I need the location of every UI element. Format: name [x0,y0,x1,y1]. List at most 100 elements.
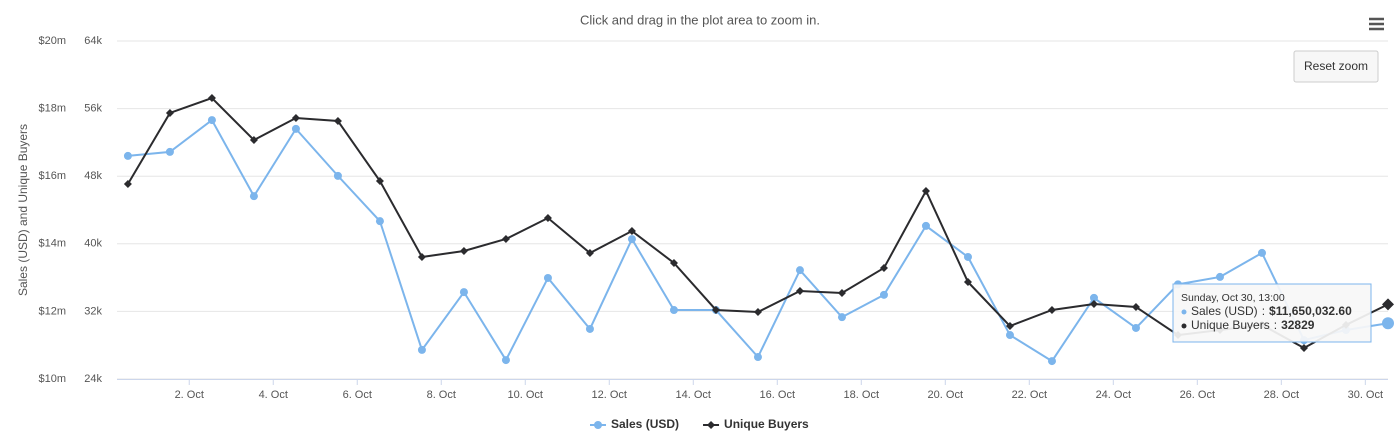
point [795,266,804,275]
y-tick-label: $10m [38,373,66,385]
y2-tick-label: 24k [84,373,102,385]
point [417,345,426,354]
point [921,186,930,195]
y2-tick-label: 40k [84,238,102,250]
tooltip-series: Unique Buyers [1191,318,1270,332]
tooltip-title: Sunday, Oct 30, 13:00 [1181,292,1285,304]
y-tick-label: $14m [38,238,66,250]
point [669,258,678,267]
y-tick-label: $18m [38,103,66,115]
x-tick-label: 4. Oct [259,389,288,401]
point [837,288,846,297]
point [1089,299,1098,308]
tooltip-bullet [1181,323,1187,329]
point [1131,303,1140,312]
point [585,324,594,333]
x-tick-label: 8. Oct [427,389,456,401]
legend-marker [707,421,716,429]
x-tick-label: 26. Oct [1180,389,1215,401]
x-tick-label: 24. Oct [1096,389,1131,401]
y2-tick-label: 56k [84,103,102,115]
point [669,306,678,315]
x-tick-label: 12. Oct [592,389,627,401]
tooltip-value: 32829 [1281,318,1315,332]
tooltip-separator: : [1262,304,1265,318]
legend-label[interactable]: Unique Buyers [724,417,809,431]
point [333,117,342,126]
point [375,217,384,226]
y-tick-label: $16m [38,170,66,182]
point [1257,248,1266,257]
x-tick-label: 16. Oct [760,389,795,401]
button-label[interactable]: Reset zoom [1304,59,1368,73]
tooltip-box [1172,283,1372,343]
point [165,147,174,156]
legend-item[interactable]: Unique Buyers [703,417,809,431]
point [543,214,552,223]
y2-tick-label: 32k [84,305,102,317]
chart-subtitle: Click and drag in the plot area to zoom … [580,12,820,27]
point [123,151,132,160]
y2-tick-label: 48k [84,170,102,182]
point [837,313,846,322]
legend-item[interactable]: Sales (USD) [590,417,679,431]
point [963,277,972,286]
legend-marker [594,421,602,429]
point [921,221,930,230]
reset-zoom-button[interactable]: Reset zoom [1293,50,1379,83]
point [627,235,636,244]
tooltip-bullet [1181,309,1187,315]
point [1047,357,1056,366]
y-axis-title: Sales (USD) and Unique Buyers [16,124,30,296]
point [291,124,300,133]
point [249,136,258,145]
tooltip-separator: : [1274,318,1277,332]
tooltip-series: Sales (USD) [1191,304,1258,318]
point [459,246,468,255]
point [1131,323,1140,332]
point [333,171,342,180]
x-tick-label: 28. Oct [1264,389,1299,401]
x-tick-label: 10. Oct [508,389,543,401]
point [879,290,888,299]
point [879,263,888,272]
point [501,234,510,243]
y2-tick-label: 64k [84,35,102,47]
x-tick-label: 2. Oct [175,389,204,401]
x-tick-label: 20. Oct [928,389,963,401]
point [417,252,426,261]
y-tick-label: $20m [38,35,66,47]
point [627,227,636,236]
point [1215,272,1224,281]
point [501,356,510,365]
tooltip-line: Sales (USD): $11,650,032.60 [1191,304,1352,318]
x-tick-label: 18. Oct [844,389,879,401]
x-tick-label: 14. Oct [676,389,711,401]
point [1089,293,1098,302]
legend: Sales (USD) Unique Buyers [590,417,809,431]
x-tick-label: 6. Oct [343,389,372,401]
point [1005,322,1014,331]
point [963,252,972,261]
point [585,249,594,258]
point [165,108,174,117]
y-tick-label: $12m [38,305,66,317]
tooltip-line: Unique Buyers:32829 [1191,318,1315,332]
legend-label[interactable]: Sales (USD) [611,417,679,431]
point [249,192,258,201]
x-tick-label: 22. Oct [1012,389,1047,401]
menu-button[interactable] [1366,16,1386,32]
button-box[interactable] [1293,50,1379,83]
x-tick-label: 30. Oct [1348,389,1383,401]
point [1299,343,1308,352]
point [1047,305,1056,314]
point [543,273,552,282]
point [753,353,762,362]
point [459,288,468,297]
point [207,94,216,103]
point [1005,331,1014,340]
point [207,116,216,125]
